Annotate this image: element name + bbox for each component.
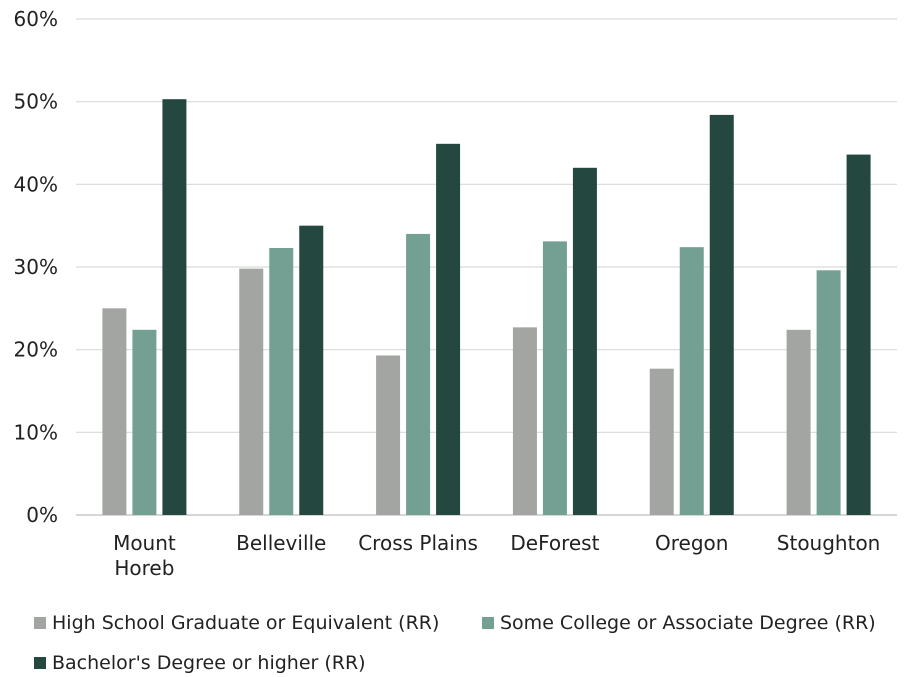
legend-swatch <box>482 617 494 629</box>
x-category-label: Cross Plains <box>358 531 478 555</box>
bar <box>162 99 187 515</box>
bar <box>709 114 734 515</box>
bar <box>102 308 127 515</box>
legend-swatch <box>34 617 46 629</box>
legend-item-bachelors: Bachelor's Degree or higher (RR) <box>34 652 366 674</box>
legend-label: Bachelor's Degree or higher (RR) <box>52 652 366 674</box>
bar <box>786 329 811 515</box>
bars <box>102 99 871 516</box>
bar <box>376 355 401 515</box>
y-tick-label: 60% <box>14 7 58 31</box>
legend-item-some-college: Some College or Associate Degree (RR) <box>482 612 876 634</box>
y-tick-label: 30% <box>14 255 58 279</box>
x-category-label: Stoughton <box>777 531 881 555</box>
legend-swatch <box>34 657 46 669</box>
bar <box>512 327 537 515</box>
bar <box>269 247 294 515</box>
legend-label: High School Graduate or Equivalent (RR) <box>52 612 440 634</box>
bar <box>816 270 841 515</box>
bar <box>299 225 324 515</box>
bar <box>846 154 871 515</box>
bar <box>436 143 461 515</box>
legend-item-high-school: High School Graduate or Equivalent (RR) <box>34 612 439 634</box>
bar <box>649 368 674 515</box>
y-tick-label: 0% <box>26 503 58 527</box>
x-category-label: Mount Horeb <box>113 531 176 580</box>
y-axis-ticks: 0% 10% 20% 30% 40% 50% 60% <box>14 7 58 527</box>
x-category-label: Belleville <box>236 531 326 555</box>
bar <box>406 233 431 515</box>
gridlines <box>76 18 897 516</box>
legend-label: Some College or Associate Degree (RR) <box>500 612 876 634</box>
bar <box>572 167 597 516</box>
x-category-label: DeForest <box>510 531 599 555</box>
bar-chart: 0% 10% 20% 30% 40% 50% 60% Mount Horeb Bellevill… <box>14 7 897 580</box>
y-tick-label: 40% <box>14 172 58 196</box>
x-axis-categories: Mount Horeb Belleville Cross Plains DeForest… <box>113 531 880 580</box>
bar <box>132 329 157 515</box>
y-tick-label: 10% <box>14 420 58 444</box>
y-tick-label: 20% <box>14 338 58 362</box>
y-tick-label: 50% <box>14 90 58 114</box>
bar <box>679 247 704 515</box>
bar <box>542 241 567 515</box>
x-category-label: Oregon <box>655 531 728 555</box>
bar <box>239 268 264 515</box>
